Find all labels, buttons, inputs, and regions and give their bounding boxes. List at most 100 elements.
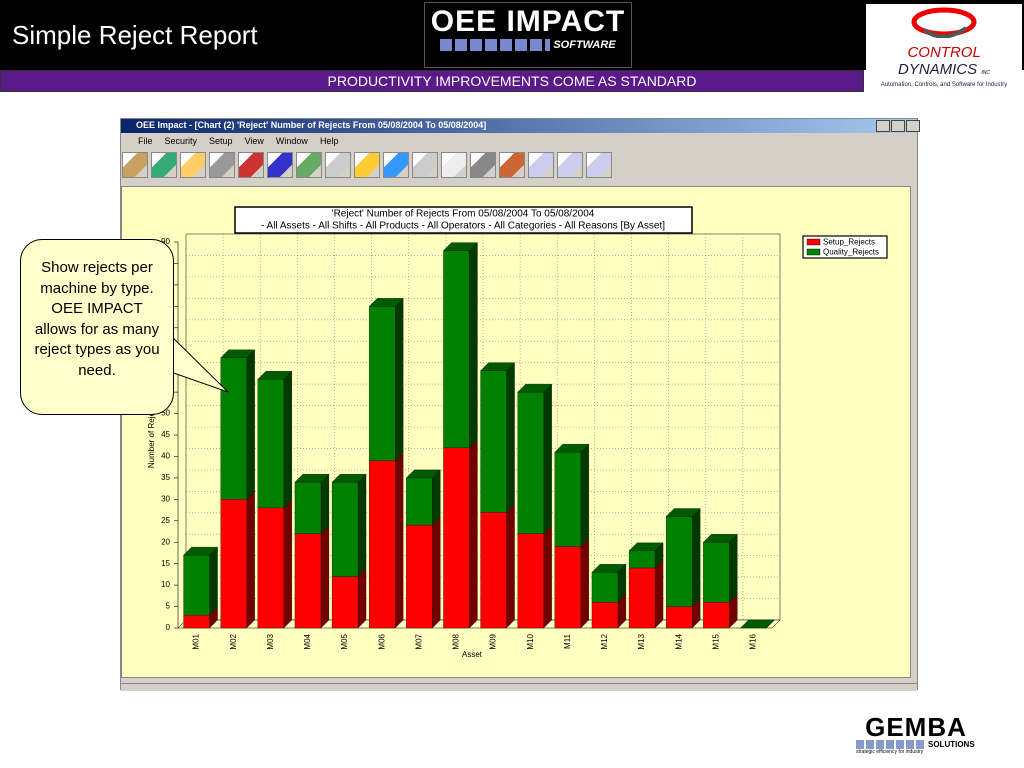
bar [628, 550, 656, 569]
bar [666, 606, 693, 629]
toolbar-button[interactable] [238, 152, 264, 178]
toolbar-button[interactable] [151, 152, 177, 178]
bar-side [246, 490, 255, 629]
y-tick-label: 35 [161, 473, 170, 482]
toolbar-button[interactable] [383, 152, 409, 178]
y-tick-label: 25 [161, 516, 170, 525]
bar-side [283, 370, 292, 509]
y-tick-label: 20 [161, 537, 170, 546]
bar [628, 567, 656, 629]
callout: Show rejects per machine by type. OEE IM… [20, 239, 174, 415]
bar [257, 379, 284, 509]
bar [480, 370, 507, 513]
bar-top [517, 383, 553, 393]
bar [183, 614, 210, 629]
bar-top [628, 542, 664, 551]
legend-swatch [806, 248, 821, 256]
y-tick-label: 0 [166, 623, 171, 632]
bar-top [480, 362, 515, 371]
bar-top [294, 474, 330, 483]
status-bar [121, 683, 917, 691]
bar-top [257, 371, 293, 380]
maximize-button[interactable] [891, 120, 905, 132]
legend-label: Setup_Rejects [823, 238, 875, 247]
bar-top [443, 242, 478, 251]
gemba-logo-slogan: strategic efficiency for industry [856, 749, 924, 755]
close-button[interactable] [906, 120, 920, 132]
gemba-logo-squares [856, 740, 926, 749]
oee-logo-squares [440, 39, 551, 51]
toolbar-button[interactable] [209, 152, 235, 178]
menu-item[interactable]: Setup [209, 136, 233, 146]
bar-side [543, 383, 552, 535]
cd-logo-second: DYNAMICS [898, 61, 978, 78]
slide-title: Simple Reject Report [12, 20, 258, 50]
toolbar-button[interactable] [586, 152, 612, 178]
bar [666, 516, 693, 607]
oee-logo-row: SOFTWARE [425, 39, 631, 51]
bar-side [209, 546, 218, 616]
cd-logo-inc: INC [981, 70, 990, 76]
bar [257, 507, 284, 629]
x-tick-label: M14 [674, 633, 683, 649]
legend-box [802, 235, 888, 259]
bar [591, 572, 619, 603]
x-tick-label: M03 [266, 633, 275, 649]
tagline-band [0, 70, 864, 92]
bar-side [395, 297, 404, 462]
x-tick-label: M13 [637, 633, 646, 649]
toolbar-button[interactable] [470, 152, 496, 178]
bar-side [506, 362, 515, 513]
gemba-logo-row: SOLUTIONS [856, 740, 976, 749]
bar-side [654, 559, 664, 629]
toolbar-button[interactable] [557, 152, 583, 178]
toolbar-button[interactable] [325, 152, 351, 178]
x-tick-label: M09 [489, 633, 498, 649]
x-tick-label: M16 [749, 633, 758, 649]
y-tick-label: 45 [161, 430, 170, 439]
chart-title: 'Reject' Number of Rejects From 05/08/20… [332, 209, 595, 220]
minimize-button[interactable] [876, 120, 890, 132]
toolbar-button[interactable] [528, 152, 554, 178]
y-axis-label: Number of Rejects [147, 402, 156, 468]
menu-item[interactable]: Security [164, 136, 198, 146]
toolbar [122, 152, 612, 178]
toolbar-button[interactable] [412, 152, 438, 178]
x-tick-label: M12 [600, 633, 609, 649]
menu-item[interactable]: Window [275, 136, 308, 146]
bar-side [543, 525, 552, 629]
toolbar-button[interactable] [296, 152, 322, 178]
bar-side [246, 349, 255, 500]
bar-top [220, 349, 256, 358]
x-tick-label: M02 [229, 633, 238, 649]
toolbar-button[interactable] [441, 152, 467, 178]
menu-item[interactable]: View [244, 136, 264, 146]
toolbar-button[interactable] [122, 152, 148, 178]
cd-logo-slogan: Automation, Controls, and Software for I… [880, 82, 1008, 88]
toolbar-button[interactable] [180, 152, 206, 178]
bar-side [692, 508, 701, 607]
bar [591, 602, 619, 629]
bar [443, 250, 470, 449]
bar-side [320, 525, 330, 629]
x-tick-label: M10 [526, 633, 535, 649]
menu-item[interactable]: File [138, 136, 153, 146]
toolbar-button[interactable] [354, 152, 380, 178]
bar [220, 499, 247, 629]
legend-label: Quality_Rejects [823, 248, 879, 257]
bar [369, 460, 396, 629]
toolbar-button[interactable] [499, 152, 525, 178]
x-tick-label: M11 [563, 633, 572, 649]
toolbar-button[interactable] [267, 152, 293, 178]
bar-top [665, 508, 701, 517]
y-tick-label: 10 [161, 580, 170, 589]
y-tick-label: 30 [161, 494, 170, 503]
bar [554, 546, 581, 629]
menu-item[interactable]: Help [319, 136, 339, 146]
x-axis-label: Asset [462, 650, 483, 659]
chart-title-box [234, 206, 693, 234]
bar-side [320, 473, 330, 535]
menu-bar: File Security Setup View Window Help [138, 136, 338, 146]
bar-top [740, 619, 775, 629]
